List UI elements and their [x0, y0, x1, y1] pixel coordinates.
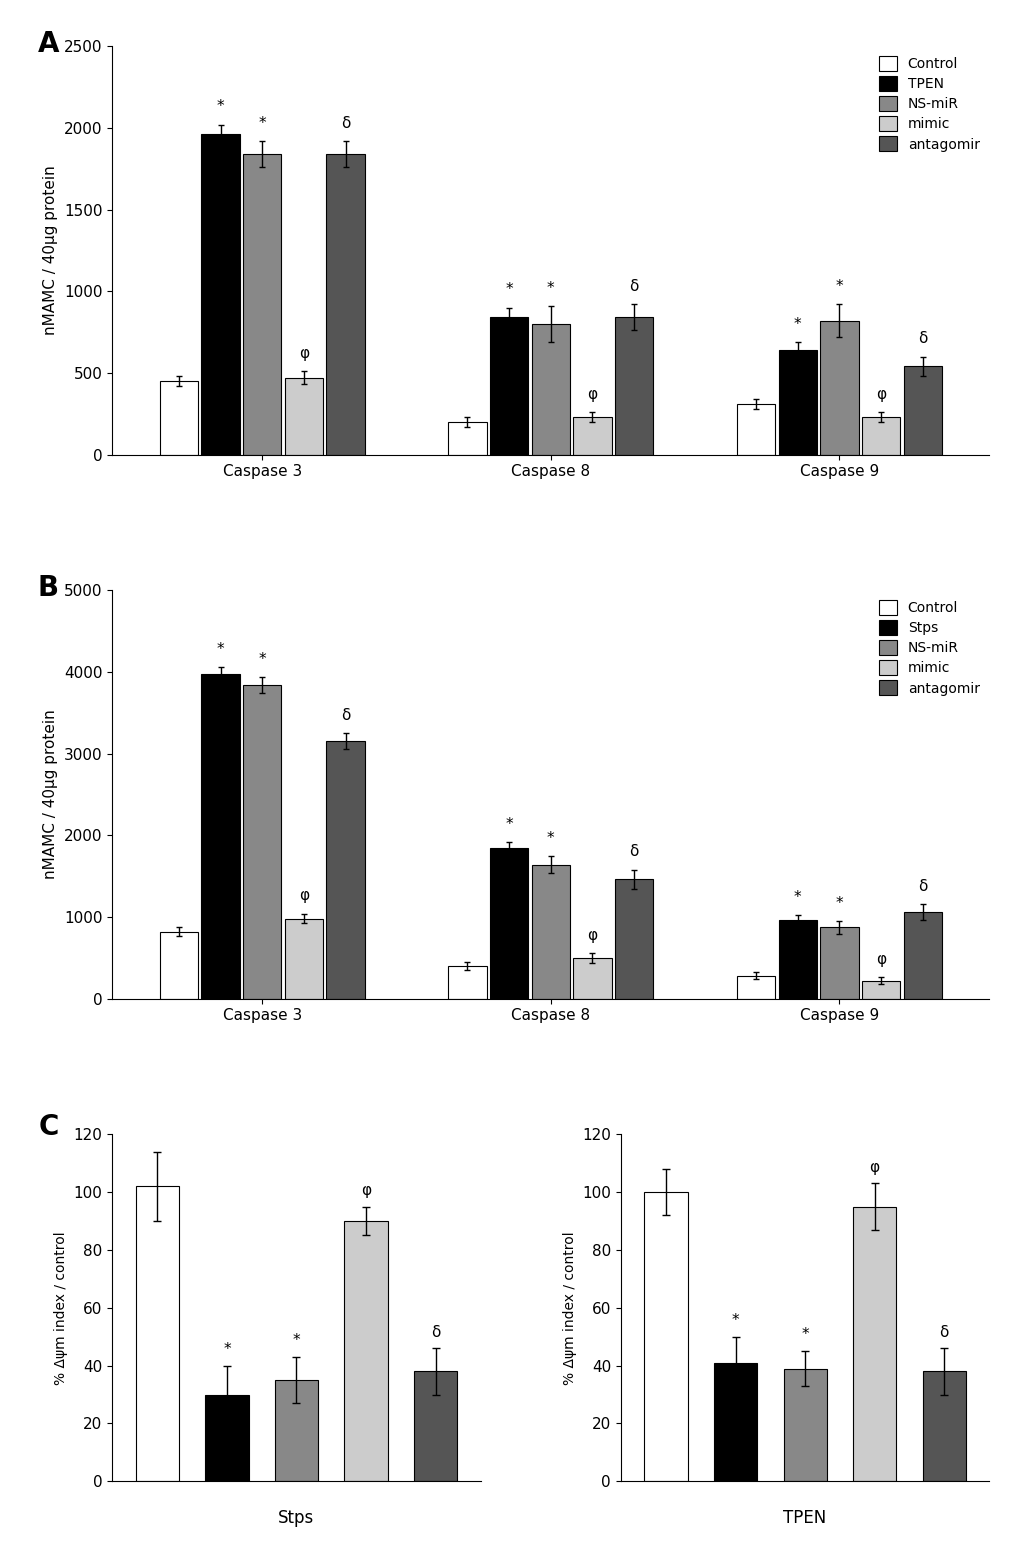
Text: φ: φ [875, 387, 886, 401]
Text: φ: φ [299, 889, 309, 903]
Bar [489, 318, 528, 455]
Text: *: * [258, 116, 266, 131]
Text: *: * [223, 1342, 230, 1356]
Y-axis label: nMAMC / 40μg protein: nMAMC / 40μg protein [44, 165, 58, 335]
Bar [783, 1369, 825, 1481]
Bar [326, 741, 365, 998]
Text: *: * [546, 281, 554, 296]
Text: δ: δ [629, 279, 638, 295]
Text: δ: δ [629, 844, 638, 859]
Text: δ: δ [340, 708, 350, 724]
Bar [201, 134, 239, 455]
Bar [614, 880, 653, 998]
Text: φ: φ [587, 927, 597, 943]
Text: φ: φ [587, 387, 597, 401]
Text: A: A [38, 29, 59, 59]
Bar [160, 381, 198, 455]
Bar [819, 321, 858, 455]
Text: *: * [835, 279, 843, 295]
Bar [489, 849, 528, 998]
Text: *: * [793, 890, 801, 906]
Bar [819, 927, 858, 998]
Y-axis label: % Δψm index / control: % Δψm index / control [54, 1231, 68, 1384]
Text: *: * [217, 99, 224, 114]
Y-axis label: % Δψm index / control: % Δψm index / control [562, 1231, 576, 1384]
Bar [861, 980, 900, 998]
Text: TPEN: TPEN [783, 1509, 826, 1528]
Text: *: * [793, 316, 801, 332]
Bar [205, 1395, 249, 1481]
Bar [777, 920, 816, 998]
Bar [614, 318, 653, 455]
Bar [447, 421, 486, 455]
Text: φ: φ [869, 1160, 878, 1174]
Text: C: C [39, 1114, 59, 1142]
Bar [284, 378, 323, 455]
Bar [852, 1207, 896, 1481]
Bar [531, 864, 570, 998]
Text: φ: φ [299, 346, 309, 361]
Bar [736, 404, 774, 455]
Text: δ: δ [917, 878, 926, 893]
Bar [861, 417, 900, 455]
Text: δ: δ [917, 332, 926, 346]
Text: *: * [292, 1333, 300, 1349]
Bar [243, 685, 281, 998]
Bar [903, 366, 941, 455]
Text: φ: φ [361, 1183, 371, 1197]
Text: *: * [835, 896, 843, 910]
Bar [414, 1372, 457, 1481]
Bar [201, 674, 239, 998]
Text: B: B [38, 574, 59, 602]
Bar [136, 1187, 178, 1481]
Bar [284, 918, 323, 998]
Legend: Control, Stps, NS-miR, mimic, antagomir: Control, Stps, NS-miR, mimic, antagomir [875, 597, 981, 699]
Text: δ: δ [430, 1324, 440, 1339]
Text: *: * [504, 816, 513, 832]
Text: *: * [504, 282, 513, 298]
Text: *: * [801, 1327, 808, 1342]
Text: δ: δ [340, 116, 350, 131]
Bar [326, 154, 365, 455]
Text: δ: δ [938, 1324, 948, 1339]
Bar [922, 1372, 965, 1481]
Bar [344, 1221, 387, 1481]
Bar [160, 932, 198, 998]
Bar [275, 1379, 318, 1481]
Bar [736, 975, 774, 998]
Bar [644, 1193, 687, 1481]
Text: φ: φ [875, 952, 886, 967]
Bar [573, 417, 611, 455]
Bar [573, 958, 611, 998]
Bar [243, 154, 281, 455]
Bar [531, 324, 570, 455]
Text: Stps: Stps [278, 1509, 314, 1528]
Text: *: * [217, 642, 224, 657]
Legend: Control, TPEN, NS-miR, mimic, antagomir: Control, TPEN, NS-miR, mimic, antagomir [875, 54, 981, 154]
Text: *: * [546, 832, 554, 846]
Bar [903, 912, 941, 998]
Bar [713, 1362, 756, 1481]
Text: *: * [258, 651, 266, 667]
Bar [777, 350, 816, 455]
Text: *: * [731, 1313, 739, 1329]
Bar [447, 966, 486, 998]
Y-axis label: nMAMC / 40μg protein: nMAMC / 40μg protein [43, 710, 58, 880]
